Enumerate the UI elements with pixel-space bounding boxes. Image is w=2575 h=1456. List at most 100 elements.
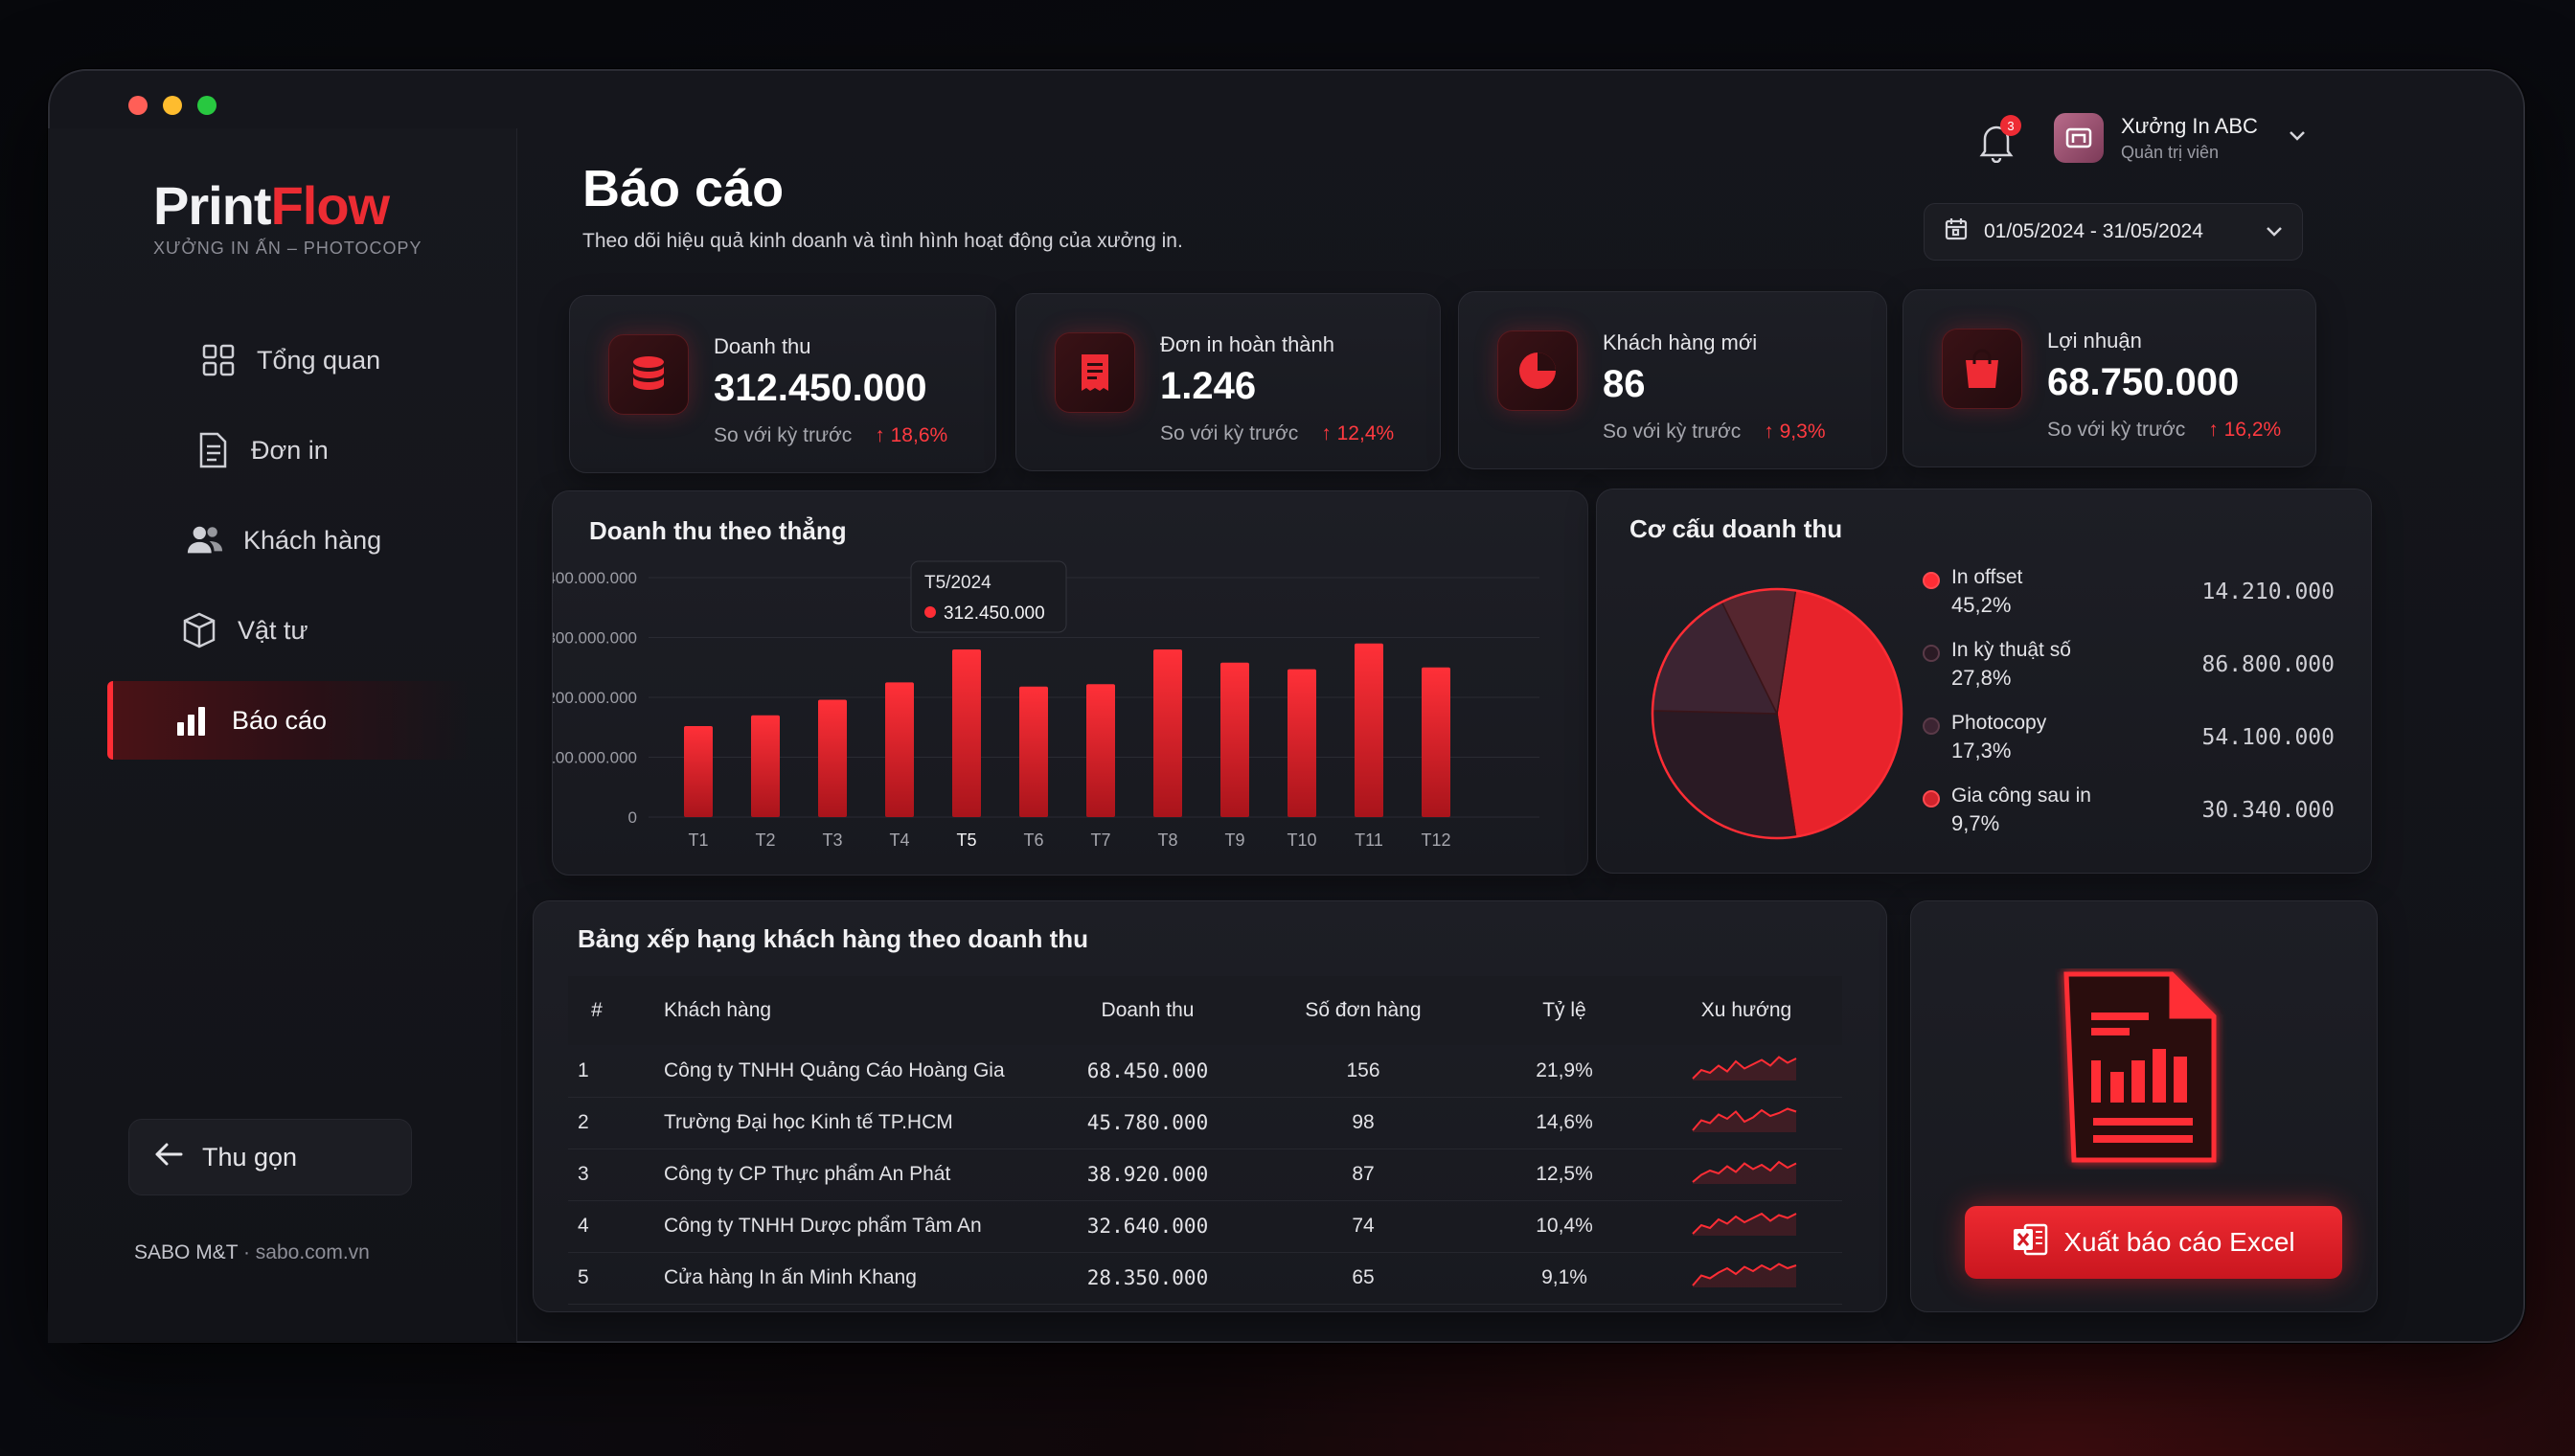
legend-name: In kỳ thuật số <box>1951 639 2071 661</box>
table-row[interactable]: 1 Công ty TNHH Quảng Cáo Hoàng Gia 68.450.… <box>568 1045 1842 1098</box>
export-label: Xuất báo cáo Excel <box>2063 1227 2295 1257</box>
pie-icon <box>1497 330 1578 411</box>
column-header-orders[interactable]: Số đơn hàng <box>1248 976 1478 1045</box>
user-menu[interactable]: Xưởng In ABC Quản trị viên <box>2054 113 2306 163</box>
sidebar-item-customers[interactable]: Khách hàng <box>0 501 517 580</box>
sidebar-item-materials[interactable]: Vật tư <box>0 591 517 670</box>
bar[interactable] <box>1019 686 1048 817</box>
table-row[interactable]: 4 Công ty TNHH Dược phẩm Tâm An 32.640.000… <box>568 1200 1842 1253</box>
users-icon <box>186 521 224 559</box>
ranking-table: # Khách hàng Doanh thu Số đơn hàng Tỷ lệ… <box>568 976 1842 1305</box>
table-row[interactable]: 5 Cửa hàng In ấn Minh Khang 28.350.000 65 9,… <box>568 1252 1842 1305</box>
legend-item[interactable]: Photocopy 17,3% 54.100.000 <box>1923 712 2344 785</box>
cell-orders: 156 <box>1248 1045 1478 1098</box>
close-window-button[interactable] <box>128 96 148 115</box>
kpi-compare-label: So với kỳ trước <box>2047 419 2186 441</box>
bar[interactable] <box>1220 662 1249 817</box>
legend-dot <box>1923 645 1940 662</box>
tooltip-title: T5/2024 <box>924 573 991 593</box>
revenue-structure-card: Cơ cấu doanh thu In offset 45,2% 14.210.00… <box>1596 489 2372 874</box>
bar[interactable] <box>1086 684 1115 817</box>
document-icon <box>194 431 232 469</box>
y-tick-label: 0 <box>628 808 637 827</box>
sidebar-item-label: Vật tư <box>238 615 308 645</box>
column-header-customer[interactable]: Khách hàng <box>626 976 1047 1045</box>
kpi-card-new-customers[interactable]: Khách hàng mới 86 So với kỳ trước ↑ 9,3% <box>1458 291 1887 469</box>
sidebar-item-reports[interactable]: Báo cáo <box>107 681 471 760</box>
kpi-card-profit[interactable]: Lợi nhuận 68.750.000 So với kỳ trước ↑ 16… <box>1903 289 2316 467</box>
app-logo[interactable]: PrintFlow XƯỞNG IN ẤN – PHOTOCOPY <box>153 174 422 259</box>
column-header-rank[interactable]: # <box>568 976 626 1045</box>
table-row[interactable]: 2 Trường Đại học Kinh tế TP.HCM 45.780.000… <box>568 1097 1842 1149</box>
x-tick-label: T3 <box>822 830 842 850</box>
kpi-value: 68.750.000 <box>2047 361 2240 403</box>
column-header-revenue[interactable]: Doanh thu <box>1047 976 1248 1045</box>
bar[interactable] <box>885 682 914 817</box>
ranking-title: Bảng xếp hạng khách hàng theo doanh thu <box>578 924 1089 953</box>
sidebar-item-overview[interactable]: Tổng quan <box>0 321 517 399</box>
sparkline-line <box>1692 1107 1797 1131</box>
sidebar-item-label: Khách hàng <box>243 525 382 555</box>
notification-button[interactable]: 3 <box>1977 115 2021 164</box>
legend-name: In offset <box>1951 566 2023 588</box>
collapse-sidebar-button[interactable]: Thu gọn <box>128 1119 412 1195</box>
x-tick-label: T9 <box>1224 830 1244 850</box>
cell-customer-name: Công ty CP Thực phẩm An Phát <box>626 1149 1047 1201</box>
legend-percent: 9,7% <box>1951 811 2000 835</box>
y-tick-label: 300.000.000 <box>553 629 637 648</box>
x-tick-label: T6 <box>1023 830 1043 850</box>
sparkline-line <box>1692 1160 1797 1183</box>
pie-legend: In offset 45,2% 14.210.000 In kỳ thuật số 27… <box>1923 566 2344 857</box>
kpi-change: ↑ 12,4% <box>1321 422 1395 444</box>
table-row[interactable]: 3 Công ty CP Thực phẩm An Phát 38.920.000 8… <box>568 1149 1842 1201</box>
legend-name: Photocopy <box>1951 712 2047 734</box>
legend-dot <box>1923 790 1940 808</box>
bar[interactable] <box>1288 669 1316 817</box>
pie-chart-title: Cơ cấu doanh thu <box>1629 514 1843 543</box>
kpi-value: 312.450.000 <box>714 367 927 409</box>
export-excel-button[interactable]: Xuất báo cáo Excel <box>1965 1206 2342 1279</box>
bar[interactable] <box>1153 649 1182 817</box>
user-role: Quản trị viên <box>2121 142 2220 162</box>
bar[interactable] <box>1422 667 1450 817</box>
bar[interactable] <box>684 726 713 817</box>
bar[interactable] <box>952 649 981 817</box>
grid-icon <box>199 341 238 379</box>
kpi-compare-label: So với kỳ trước <box>1160 422 1299 444</box>
kpi-value: 1.246 <box>1160 365 1257 407</box>
column-header-trend[interactable]: Xu hướng <box>1651 976 1842 1045</box>
kpi-card-completed-orders[interactable]: Đơn in hoàn thành 1.246 So với kỳ trước ↑… <box>1015 293 1441 471</box>
column-header-ratio[interactable]: Tỷ lệ <box>1478 976 1651 1045</box>
sidebar-item-label: Báo cáo <box>232 705 328 735</box>
kpi-label: Khách hàng mới <box>1603 330 1758 354</box>
pie-slice[interactable] <box>1776 589 1903 838</box>
footer-site[interactable]: · sabo.com.vn <box>238 1241 370 1263</box>
cell-trend <box>1651 1045 1842 1098</box>
kpi-card-revenue[interactable]: Doanh thu 312.450.000 So với kỳ trước ↑ 1… <box>569 295 996 473</box>
sidebar-item-orders[interactable]: Đơn in <box>0 411 517 489</box>
maximize-window-button[interactable] <box>197 96 216 115</box>
cell-customer-name: Công ty TNHH Dược phẩm Tâm An <box>626 1200 1047 1253</box>
date-range-picker[interactable]: 01/05/2024 - 31/05/2024 <box>1924 203 2303 261</box>
cell-orders: 74 <box>1248 1200 1478 1253</box>
bar[interactable] <box>751 715 780 817</box>
kpi-compare-label: So với kỳ trước <box>1603 421 1742 443</box>
cell-ratio: 14,6% <box>1478 1097 1651 1149</box>
pie-slice[interactable] <box>1652 710 1797 839</box>
minimize-window-button[interactable] <box>163 96 182 115</box>
database-icon <box>608 334 689 415</box>
tooltip-value: 312.450.000 <box>944 603 1045 624</box>
table-header-row: # Khách hàng Doanh thu Số đơn hàng Tỷ lệ… <box>568 976 1842 1045</box>
y-tick-label: 400.000.000 <box>553 569 637 587</box>
legend-item[interactable]: In offset 45,2% 14.210.000 <box>1923 566 2344 639</box>
bar[interactable] <box>1355 643 1383 817</box>
kpi-compare: So với kỳ trước ↑ 18,6% <box>714 424 947 447</box>
cell-customer-name: Công ty TNHH Quảng Cáo Hoàng Gia <box>626 1045 1047 1098</box>
kpi-label: Lợi nhuận <box>2047 329 2142 353</box>
footer-credit: SABO M&T · sabo.com.vn <box>134 1241 370 1264</box>
bar[interactable] <box>818 699 847 818</box>
trend-sparkline <box>1692 1107 1797 1132</box>
customer-ranking-card: Bảng xếp hạng khách hàng theo doanh thu … <box>533 900 1887 1312</box>
legend-item[interactable]: Gia công sau in 9,7% 30.340.000 <box>1923 785 2344 857</box>
legend-item[interactable]: In kỳ thuật số 27,8% 86.800.000 <box>1923 639 2344 712</box>
